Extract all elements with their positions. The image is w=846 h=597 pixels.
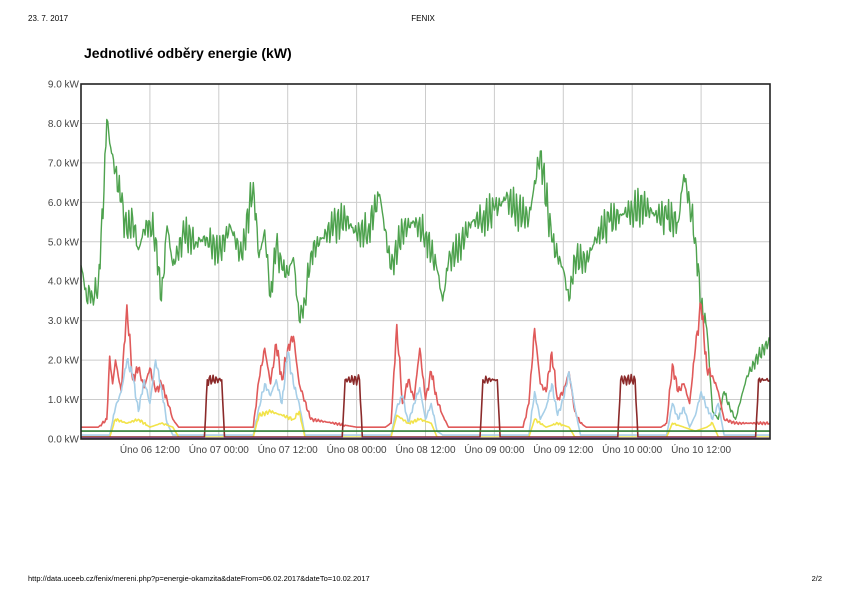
y-tick-label: 5.0 kW — [48, 237, 80, 248]
x-tick-label: Úno 06 12:00 — [120, 443, 180, 456]
x-tick-label: Úno 09 00:00 — [464, 443, 524, 456]
print-footer-url: http://data.uceeb.cz/fenix/mereni.php?p=… — [28, 574, 370, 583]
plot-frame — [80, 83, 771, 440]
series-line-1 — [80, 118, 771, 420]
y-tick-label: 8.0 kW — [48, 119, 80, 130]
y-tick-label: 9.0 kW — [48, 80, 80, 91]
grid — [81, 83, 770, 440]
x-tick-label: Úno 10 12:00 — [671, 443, 731, 456]
x-axis-ticks: Úno 06 12:00 Úno 07 00:00 Úno 07 12:00 Úno … — [120, 443, 732, 456]
y-tick-label: 0.0 kW — [48, 435, 80, 446]
x-tick-label: Úno 08 12:00 — [395, 443, 455, 456]
y-tick-label: 3.0 kW — [48, 316, 80, 327]
series-line-2 — [81, 302, 771, 428]
print-page-number: 2/2 — [811, 574, 822, 583]
x-tick-label: Úno 09 12:00 — [533, 443, 593, 456]
print-header-title: FENIX — [411, 14, 435, 23]
x-tick-label: Úno 07 12:00 — [258, 443, 318, 456]
y-tick-label: 7.0 kW — [48, 158, 80, 169]
x-tick-label: Úno 07 00:00 — [189, 443, 249, 456]
x-tick-label: Úno 08 00:00 — [327, 443, 387, 456]
chart-title: Jednotlivé odběry energie (kW) — [84, 45, 292, 61]
series-layer — [80, 118, 771, 439]
y-tick-label: 1.0 kW — [48, 395, 80, 406]
y-axis-ticks: 0.0 kW 1.0 kW 2.0 kW 3.0 kW 4.0 kW 5.0 kW 6.0 … — [48, 80, 80, 446]
y-tick-label: 2.0 kW — [48, 356, 80, 367]
y-tick-label: 6.0 kW — [48, 198, 80, 209]
x-tick-label: Úno 10 00:00 — [602, 443, 662, 456]
print-date: 23. 7. 2017 — [28, 14, 69, 23]
y-tick-label: 4.0 kW — [48, 277, 80, 288]
series-line-3 — [81, 351, 770, 436]
series-line-5 — [81, 373, 771, 438]
